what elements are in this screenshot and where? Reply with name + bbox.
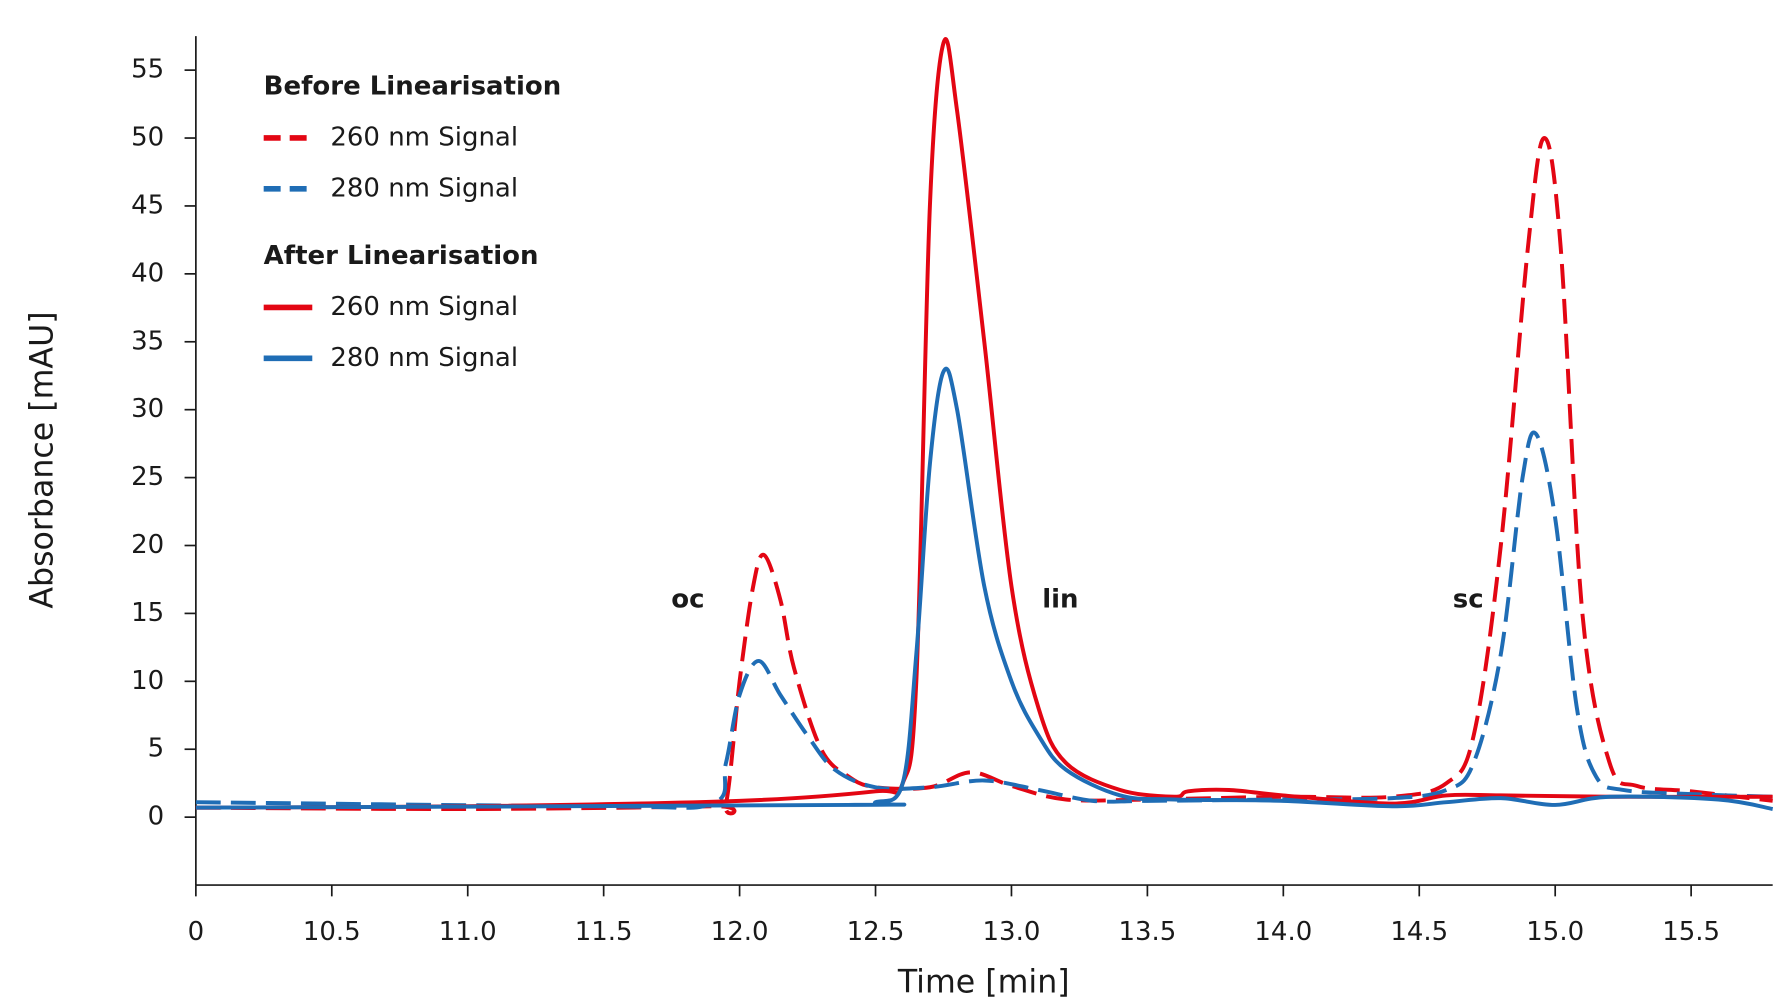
x-tick-label: 12.5 (847, 917, 905, 947)
y-tick-label: 0 (148, 802, 165, 832)
legend-label: 260 nm Signal (330, 122, 518, 152)
annotation: sc (1453, 584, 1484, 614)
y-tick-label: 45 (131, 190, 164, 220)
y-tick-label: 40 (131, 258, 164, 288)
y-tick-label: 15 (131, 598, 164, 628)
y-axis-label: Absorbance [mAU] (24, 311, 60, 608)
legend-label: 280 nm Signal (330, 173, 518, 203)
line-series (195, 37, 1773, 810)
x-tick-label: 13.0 (983, 917, 1041, 947)
line-series (195, 430, 1773, 810)
x-tick-label: 11.5 (575, 917, 633, 947)
x-tick-label: 11.0 (439, 917, 497, 947)
y-tick-label: 30 (131, 394, 164, 424)
legend-label: 280 nm Signal (330, 343, 518, 373)
y-tick-label: 55 (131, 55, 164, 85)
y-tick-label: 10 (131, 666, 164, 696)
x-tick-label: 12.0 (711, 917, 769, 947)
annotation: oc (671, 584, 704, 614)
y-tick-label: 35 (131, 326, 164, 356)
legend-title: Before Linearisation (264, 72, 562, 102)
x-tick-label: 15.0 (1526, 917, 1584, 947)
legend-label: 260 nm Signal (330, 292, 518, 322)
y-tick-label: 20 (131, 530, 164, 560)
x-tick-label: 15.5 (1662, 917, 1720, 947)
y-tick-label: 50 (131, 123, 164, 153)
x-tick-label: 10.5 (303, 917, 361, 947)
x-axis-label: Time [min] (897, 964, 1070, 1000)
annotation: lin (1042, 584, 1078, 614)
x-tick-label: 0 (188, 917, 205, 947)
line-series (195, 366, 1773, 811)
x-tick-label: 14.5 (1390, 917, 1448, 947)
y-tick-label: 25 (131, 462, 164, 492)
legend-title: After Linearisation (264, 241, 539, 271)
x-tick-label: 13.5 (1118, 917, 1176, 947)
x-tick-label: 14.0 (1254, 917, 1312, 947)
line-series (195, 136, 1773, 816)
y-tick-label: 5 (148, 734, 165, 764)
